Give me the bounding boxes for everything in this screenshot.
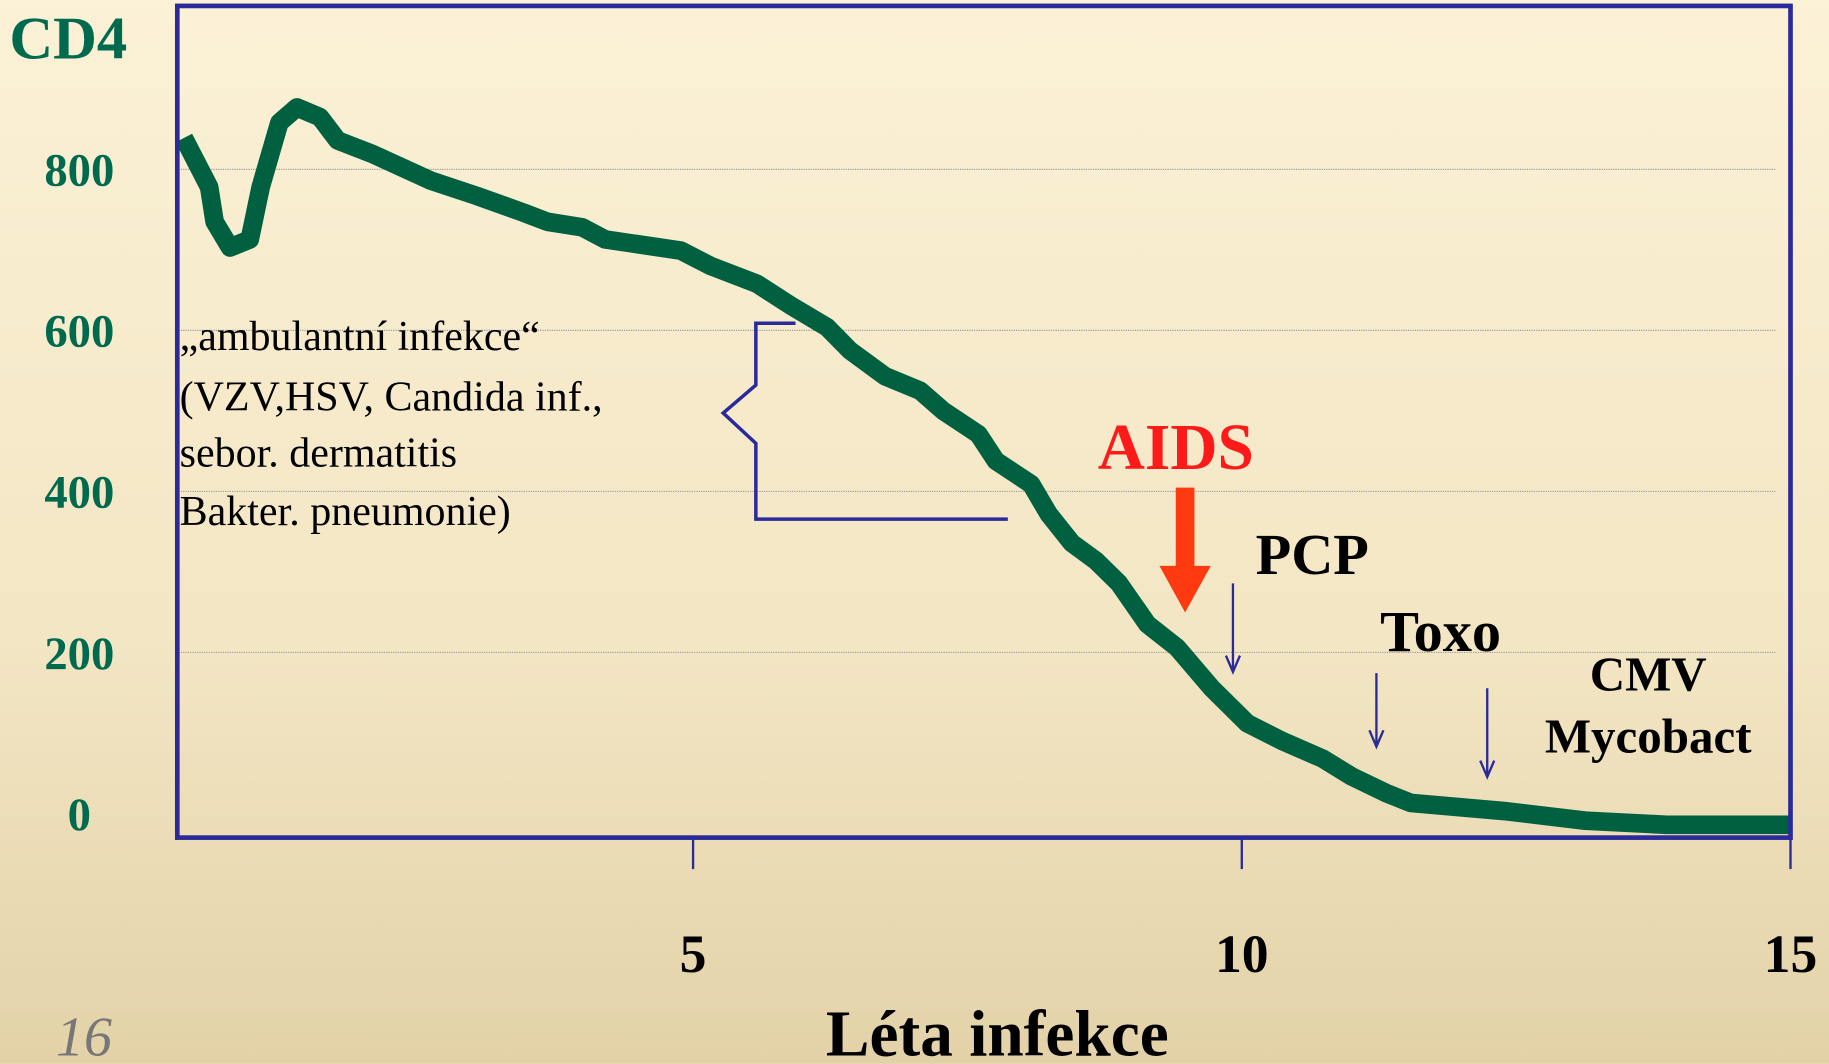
y-tick-label: 800	[44, 145, 114, 197]
x-tick-label: 15	[1764, 924, 1818, 984]
cd4-line	[175, 98, 1790, 835]
annotation-line: sebor. dermatitis	[180, 431, 458, 477]
x-tick-label: 10	[1215, 924, 1269, 984]
brace	[720, 321, 1008, 521]
annotation-line: „ambulantní infekce“	[180, 314, 540, 360]
cmv-arrow	[1479, 688, 1496, 780]
toxo-arrow	[1368, 673, 1385, 750]
cmv-label: CMV	[1590, 647, 1707, 702]
slide-number: 16	[56, 1007, 112, 1064]
annotation-line: (VZV,HSV, Candida inf.,	[180, 375, 603, 421]
y-tick-label: 600	[44, 306, 114, 358]
y-tick-label: 400	[44, 467, 114, 519]
toxo-label: Toxo	[1380, 599, 1501, 664]
x-tick-label: 5	[680, 924, 707, 984]
aids-arrow	[1159, 487, 1211, 613]
annotation-line: Bakter. pneumonie)	[180, 489, 511, 535]
y-axis-label: CD4	[9, 5, 127, 72]
y-tick-label: 200	[44, 628, 114, 680]
infections-annotation: „ambulantní infekce“ (VZV,HSV, Candida i…	[180, 314, 603, 535]
pcp-label: PCP	[1256, 522, 1369, 587]
aids-label: AIDS	[1098, 412, 1254, 484]
plot-frame	[174, 3, 1793, 840]
pcp-arrow	[1224, 583, 1242, 675]
mycobact-label: Mycobact	[1545, 708, 1752, 763]
x-axis-label: Léta infekce	[826, 999, 1169, 1064]
y-tick-label: 0	[68, 789, 91, 841]
series	[175, 98, 1790, 835]
